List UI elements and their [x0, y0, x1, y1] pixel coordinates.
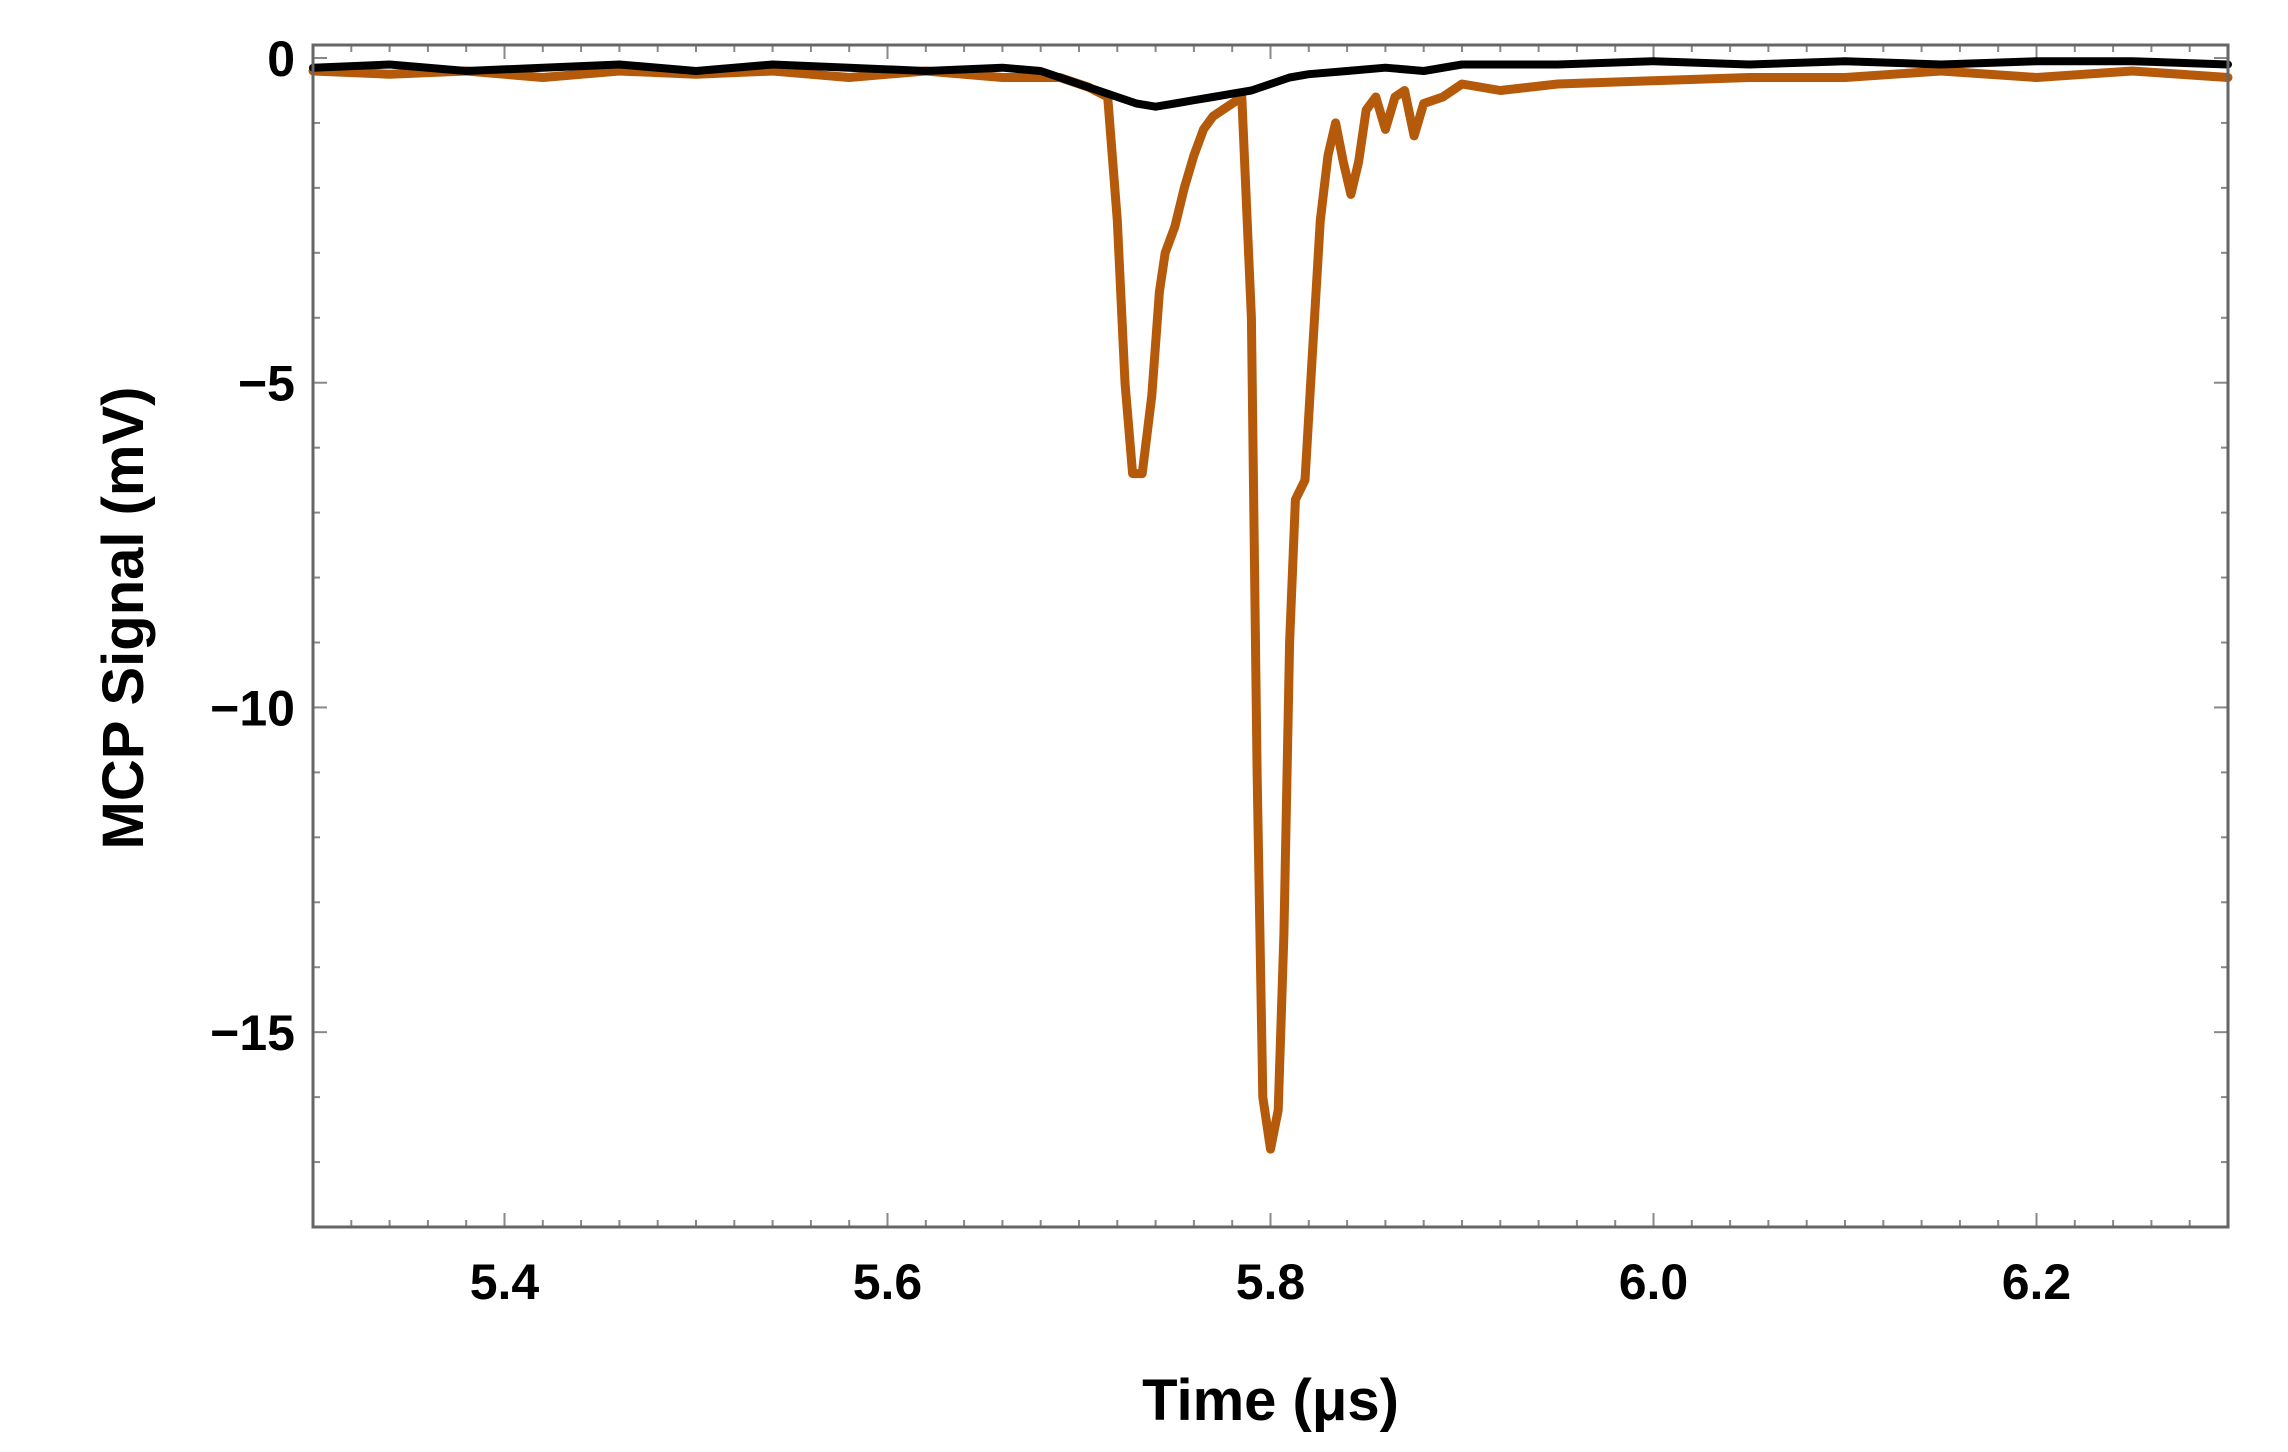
x-tick-label: 5.4 — [470, 1254, 540, 1310]
series-layer — [308, 57, 2233, 1154]
y-tick-label: −5 — [238, 356, 295, 412]
y-tick-label: 0 — [267, 31, 295, 87]
y-axis-label: MCP Signal (mV) — [91, 387, 156, 850]
x-axis-label: Time (μs) — [1142, 1368, 1399, 1433]
plot-frame — [311, 43, 2230, 1229]
tick-labels: 5.4 5.6 5.8 6.0 6.2 0 −5 −10 −15 — [210, 31, 2071, 1310]
series-line-2 — [309, 57, 2232, 111]
y-tick-label: −10 — [210, 680, 295, 736]
x-tick-label: 5.6 — [853, 1254, 923, 1310]
x-tick-label: 6.2 — [2002, 1254, 2072, 1310]
y-tick-label: −15 — [210, 1005, 295, 1061]
x-tick-label: 5.8 — [1236, 1254, 1306, 1310]
x-tick-label: 6.0 — [1619, 1254, 1689, 1310]
